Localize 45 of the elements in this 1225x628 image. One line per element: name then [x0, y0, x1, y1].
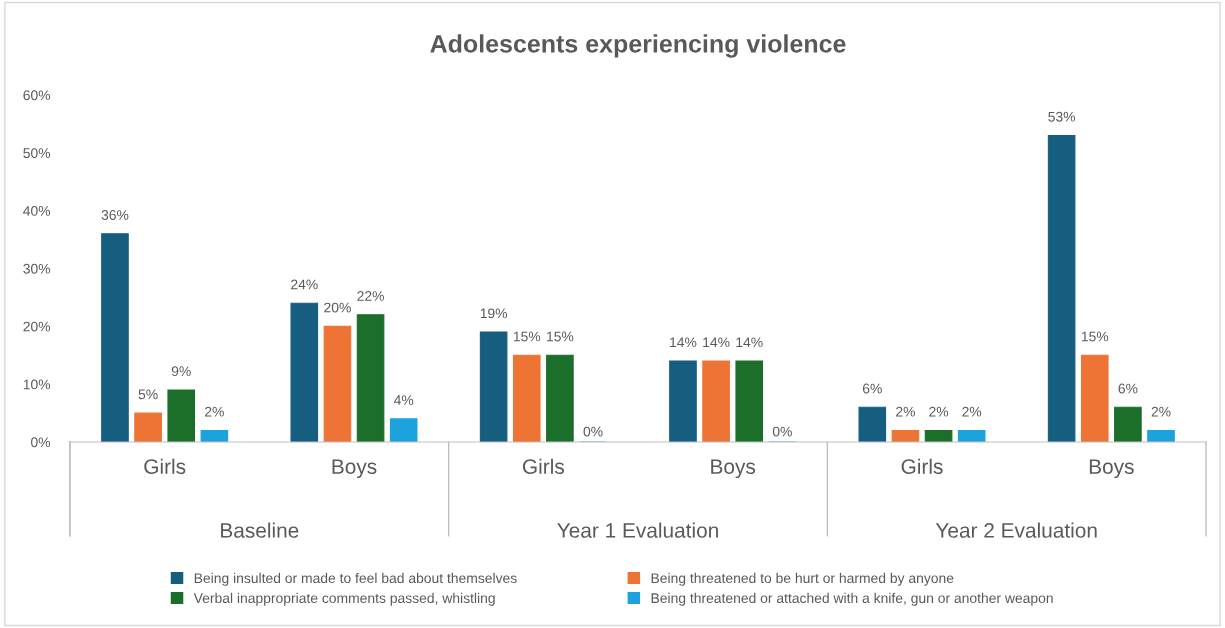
legend-label: Verbal inappropriate comments passed, whistling: [193, 592, 495, 606]
x-tick-label: Girls: [144, 458, 186, 474]
y-tick-label: 30%: [23, 263, 51, 274]
y-tick-label: 0%: [31, 437, 51, 448]
y-tick-label: 60%: [23, 90, 51, 101]
data-label: 2%: [896, 406, 915, 417]
legend-label: Being insulted or made to feel bad about themselves: [194, 572, 517, 586]
data-label: 14%: [670, 337, 697, 348]
data-label: 15%: [1081, 331, 1109, 342]
x-tick-label: Boys: [711, 459, 756, 479]
y-tick-label: 10%: [23, 379, 51, 390]
text: Year 1 Evaluation: [557, 522, 718, 538]
data-label: 19%: [480, 308, 508, 319]
x-tick-label: Girls: [522, 458, 564, 474]
data-label: 5%: [138, 389, 158, 400]
data-label: 2%: [962, 406, 982, 417]
data-label: 0%: [583, 426, 603, 437]
data-label: 2%: [1151, 406, 1171, 417]
text: Year 2 Evaluation: [935, 522, 1097, 538]
data-label: 15%: [547, 331, 574, 342]
data-label: 14%: [736, 337, 763, 348]
data-label: 2%: [205, 406, 224, 417]
y-tick-label: 40%: [23, 206, 51, 216]
data-label: 14%: [703, 337, 730, 348]
data-label: 36%: [101, 210, 129, 220]
data-label: 15%: [513, 331, 541, 342]
legend-label: Being threatened to be hurt or harmed by anyone: [651, 572, 954, 586]
data-label: 9%: [171, 366, 191, 377]
x-tick-label: Boys: [332, 459, 377, 479]
data-label: 4%: [393, 395, 414, 405]
data-label: 22%: [357, 291, 384, 301]
y-tick-label: 20%: [23, 321, 51, 332]
chart-title: Adolescents experiencing violence: [430, 34, 846, 58]
data-label: 6%: [862, 383, 882, 394]
data-label: 53%: [1048, 111, 1076, 122]
data-label: 20%: [324, 302, 351, 313]
data-label: 0%: [772, 426, 792, 437]
data-label: 24%: [291, 279, 318, 290]
legend-label: Being threatened or attached with a knife, gun or another weapon: [651, 592, 1053, 606]
text: Baseline: [221, 522, 299, 538]
y-tick-label: 50%: [23, 148, 51, 158]
x-tick-label: Girls: [901, 458, 943, 474]
x-tick-label: Boys: [1089, 459, 1134, 479]
data-label: 6%: [1118, 383, 1138, 394]
data-label: 2%: [929, 406, 949, 417]
